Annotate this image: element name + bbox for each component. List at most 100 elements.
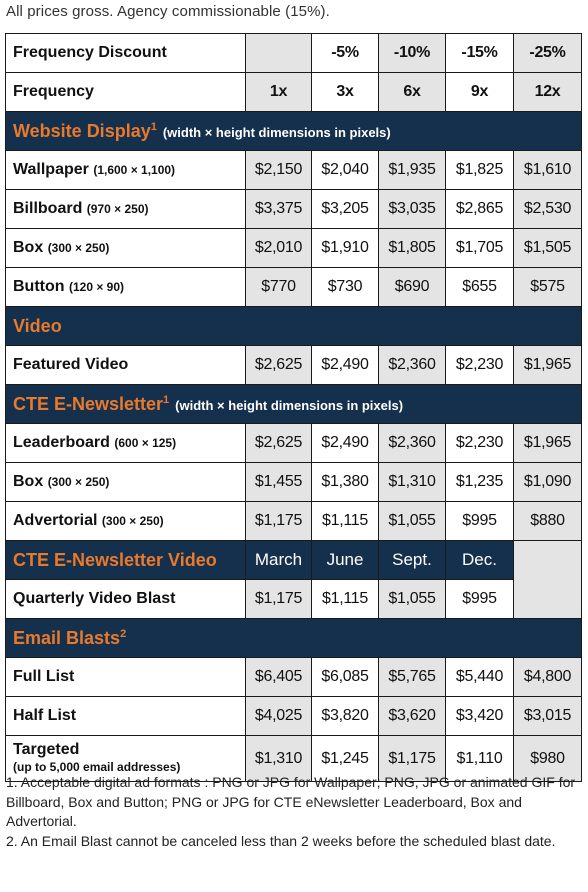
row-quarterly-video-blast: Quarterly Video Blast $1,175 $1,115 $1,0… [5, 579, 582, 619]
month-dec: Dec. [445, 540, 514, 580]
price-9x: $3,420 [445, 696, 514, 736]
price-12x: $2,530 [513, 189, 582, 229]
price-9x: $1,235 [445, 462, 514, 502]
row-label: Targeted (up to 5,000 email addresses) [5, 735, 246, 782]
price-1x: $770 [245, 267, 312, 307]
price-1x: $1,175 [245, 501, 312, 541]
price-6x: $1,310 [378, 462, 446, 502]
month-sept: Sept. [378, 540, 446, 580]
price-9x: $1,705 [445, 228, 514, 268]
row-label: Wallpaper (1,600 × 1,100) [5, 150, 246, 190]
discount-12x: -25% [513, 33, 582, 73]
price-9x: $655 [445, 267, 514, 307]
section-cte-enewsletter-video: CTE E-Newsletter Video March June Sept. … [5, 540, 582, 619]
frequency-9x: 9x [445, 72, 514, 112]
row-button: Button (120 × 90) $770 $730 $690 $655 $5… [5, 267, 582, 307]
discount-header-row: Frequency Discount -5% -10% -15% -25% [5, 33, 582, 73]
discount-1x [245, 33, 312, 73]
row-label: Leaderboard (600 × 125) [5, 423, 246, 463]
pricing-note: All prices gross. Agency commissionable … [6, 3, 330, 20]
row-half-list: Half List $4,025 $3,820 $3,620 $3,420 $3… [5, 696, 582, 736]
price-12x: $1,610 [513, 150, 582, 190]
price-3x: $3,205 [311, 189, 379, 229]
price-6x: $3,035 [378, 189, 446, 229]
price-march: $1,175 [245, 579, 312, 619]
price-1x: $2,010 [245, 228, 312, 268]
price-june: $1,115 [311, 579, 379, 619]
section-title: CTE E-Newsletter Video [13, 549, 217, 570]
price-9x: $995 [445, 501, 514, 541]
price-3x: $1,115 [311, 501, 379, 541]
price-9x: $2,230 [445, 423, 514, 463]
discount-label: Frequency Discount [5, 33, 246, 73]
section-email-blasts: Email Blasts2 [5, 618, 582, 658]
row-label: Billboard (970 × 250) [5, 189, 246, 229]
price-1x: $6,405 [245, 657, 312, 697]
footnote-1: 1. Acceptable digital ad formats : PNG o… [6, 774, 576, 829]
price-12x: $575 [513, 267, 582, 307]
discount-3x: -5% [311, 33, 379, 73]
row-wallpaper: Wallpaper (1,600 × 1,100) $2,150 $2,040 … [5, 150, 582, 190]
section-subtitle: (width × height dimensions in pixels) [175, 397, 404, 413]
price-3x: $2,490 [311, 423, 379, 463]
price-12x: $1,505 [513, 228, 582, 268]
price-12x: $980 [513, 735, 582, 782]
row-label: Button (120 × 90) [5, 267, 246, 307]
price-12x: $1,090 [513, 462, 582, 502]
price-6x: $1,805 [378, 228, 446, 268]
frequency-1x: 1x [245, 72, 312, 112]
price-3x: $1,245 [311, 735, 379, 782]
price-6x: $2,360 [378, 345, 446, 385]
price-3x: $1,380 [311, 462, 379, 502]
price-9x: $2,865 [445, 189, 514, 229]
price-6x: $2,360 [378, 423, 446, 463]
row-enews-box: Box (300 × 250) $1,455 $1,380 $1,310 $1,… [5, 462, 582, 502]
price-3x: $1,910 [311, 228, 379, 268]
price-6x: $1,175 [378, 735, 446, 782]
section-cte-enewsletter: CTE E-Newsletter1 (width × height dimensi… [5, 384, 582, 424]
price-1x: $2,625 [245, 345, 312, 385]
section-video: Video [5, 306, 582, 346]
row-box: Box (300 × 250) $2,010 $1,910 $1,805 $1,… [5, 228, 582, 268]
row-label: Half List [5, 696, 246, 736]
price-6x: $1,935 [378, 150, 446, 190]
price-6x: $1,055 [378, 501, 446, 541]
frequency-6x: 6x [378, 72, 446, 112]
frequency-3x: 3x [311, 72, 379, 112]
price-6x: $3,620 [378, 696, 446, 736]
row-billboard: Billboard (970 × 250) $3,375 $3,205 $3,0… [5, 189, 582, 229]
price-dec: $995 [445, 579, 514, 619]
section-title: Email Blasts2 [13, 627, 127, 648]
month-march: March [245, 540, 312, 580]
section-website-display: Website Display1 (width × height dimensio… [5, 111, 582, 151]
rate-table: Frequency Discount -5% -10% -15% -25% Fr… [5, 33, 582, 782]
section-title: CTE E-Newsletter1 [13, 393, 170, 414]
price-6x: $5,765 [378, 657, 446, 697]
discount-6x: -10% [378, 33, 446, 73]
price-3x: $3,820 [311, 696, 379, 736]
price-1x: $2,150 [245, 150, 312, 190]
price-12x: $880 [513, 501, 582, 541]
discount-9x: -15% [445, 33, 514, 73]
price-9x: $5,440 [445, 657, 514, 697]
price-9x: $1,825 [445, 150, 514, 190]
price-3x: $730 [311, 267, 379, 307]
frequency-label: Frequency [5, 72, 246, 112]
price-6x: $690 [378, 267, 446, 307]
month-june: June [311, 540, 379, 580]
row-targeted: Targeted (up to 5,000 email addresses) $1… [5, 735, 582, 782]
empty-cell [513, 540, 582, 619]
price-1x: $2,625 [245, 423, 312, 463]
price-1x: $3,375 [245, 189, 312, 229]
price-9x: $1,110 [445, 735, 514, 782]
row-featured-video: Featured Video $2,625 $2,490 $2,360 $2,2… [5, 345, 582, 385]
row-label: Full List [5, 657, 246, 697]
footnote-2: 2. An Email Blast cannot be canceled les… [6, 832, 556, 849]
frequency-12x: 12x [513, 72, 582, 112]
price-1x: $4,025 [245, 696, 312, 736]
row-label: Advertorial (300 × 250) [5, 501, 246, 541]
row-advertorial: Advertorial (300 × 250) $1,175 $1,115 $1… [5, 501, 582, 541]
price-12x: $4,800 [513, 657, 582, 697]
frequency-header-row: Frequency 1x 3x 6x 9x 12x [5, 72, 582, 112]
row-full-list: Full List $6,405 $6,085 $5,765 $5,440 $4… [5, 657, 582, 697]
